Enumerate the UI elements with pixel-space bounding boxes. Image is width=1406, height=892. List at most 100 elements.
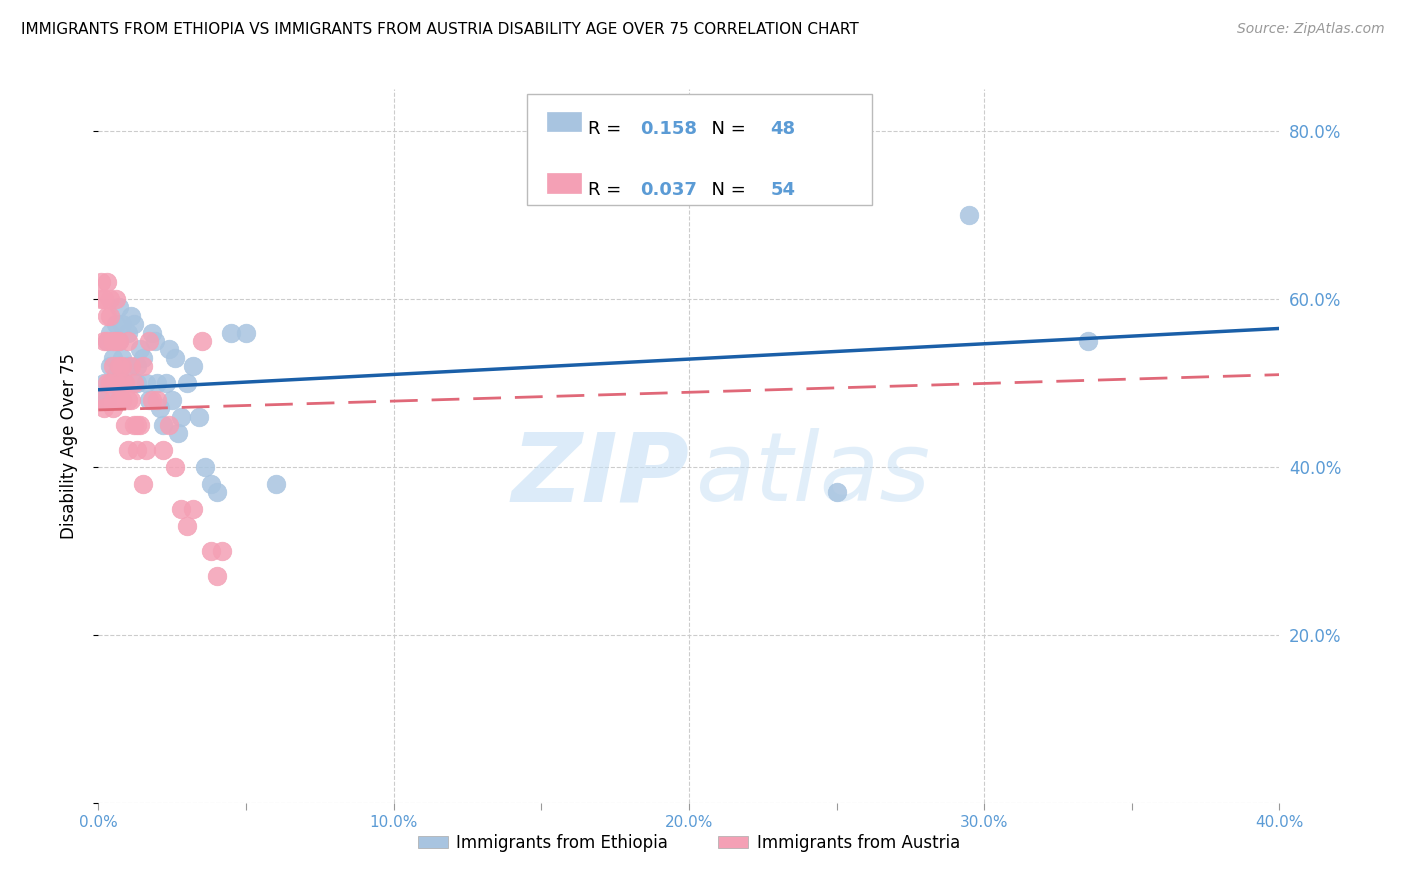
Point [122,417,145,432]
Point [122,376,145,390]
Point [117,334,139,348]
Point [125,443,148,458]
Point [98,376,121,390]
Point [96,309,118,323]
Point [141,392,163,407]
Point [125,417,148,432]
Point [108,301,131,315]
Point [103,401,125,416]
Point [152,443,174,458]
Point [114,417,136,432]
Point [120,392,142,407]
Point [103,359,125,374]
Point [211,544,233,558]
Text: N =: N = [700,181,752,199]
Point [132,359,155,374]
Point [90,392,112,407]
Point [165,460,187,475]
Point [128,343,150,357]
Point [111,351,134,365]
Point [221,326,243,340]
Point [96,334,118,348]
Point [98,326,121,340]
Point [90,392,112,407]
Text: 0.158: 0.158 [640,120,697,137]
Point [235,326,257,340]
Point [90,292,112,306]
Point [135,376,157,390]
Point [108,392,131,407]
Point [143,334,166,348]
Text: R =: R = [588,120,627,137]
Point [176,518,198,533]
Point [205,485,228,500]
Point [152,417,174,432]
Point [187,409,209,424]
Point [138,392,160,407]
Point [120,359,142,374]
Point [105,318,128,332]
Point [103,392,125,407]
Legend: Immigrants from Ethiopia, Immigrants from Austria: Immigrants from Ethiopia, Immigrants fro… [412,828,966,859]
Point [114,376,136,390]
Point [200,544,222,558]
Point [146,392,169,407]
Point [103,334,125,348]
Point [132,351,155,365]
Point [205,569,228,583]
Point [157,343,180,357]
Point [105,376,128,390]
Text: 54: 54 [770,181,796,199]
Point [111,318,134,332]
Point [117,443,139,458]
Point [825,485,848,500]
Point [105,368,128,382]
Point [108,334,131,348]
Point [105,334,128,348]
Text: atlas: atlas [695,428,929,521]
Text: 48: 48 [770,120,796,137]
Text: 0.037: 0.037 [640,181,696,199]
Point [264,476,287,491]
Point [167,426,190,441]
Point [200,476,222,491]
Point [93,401,115,416]
Point [138,334,160,348]
Text: N =: N = [700,120,752,137]
Point [114,376,136,390]
Point [170,502,193,516]
Text: Source: ZipAtlas.com: Source: ZipAtlas.com [1237,22,1385,37]
Point [125,376,148,390]
Point [149,401,172,416]
Point [98,292,121,306]
Point [117,392,139,407]
Point [96,275,118,289]
Text: ZIP: ZIP [510,428,689,521]
Point [90,275,112,289]
Point [96,376,118,390]
Point [117,326,139,340]
Point [181,359,204,374]
Text: R =: R = [588,181,627,199]
Point [93,376,115,390]
Point [128,417,150,432]
Point [165,351,187,365]
Point [98,309,121,323]
Y-axis label: Disability Age Over 75: Disability Age Over 75 [59,353,77,539]
Point [170,409,193,424]
Point [103,376,125,390]
Point [96,392,118,407]
Point [105,292,128,306]
Text: IMMIGRANTS FROM ETHIOPIA VS IMMIGRANTS FROM AUSTRIA DISABILITY AGE OVER 75 CORRE: IMMIGRANTS FROM ETHIOPIA VS IMMIGRANTS F… [21,22,859,37]
Point [132,476,155,491]
Point [194,460,217,475]
Point [93,334,115,348]
Point [108,359,131,374]
Point [96,334,118,348]
Point [93,292,115,306]
Point [125,359,148,374]
Point [120,309,142,323]
Point [111,392,134,407]
Point [117,359,139,374]
Point [191,334,214,348]
